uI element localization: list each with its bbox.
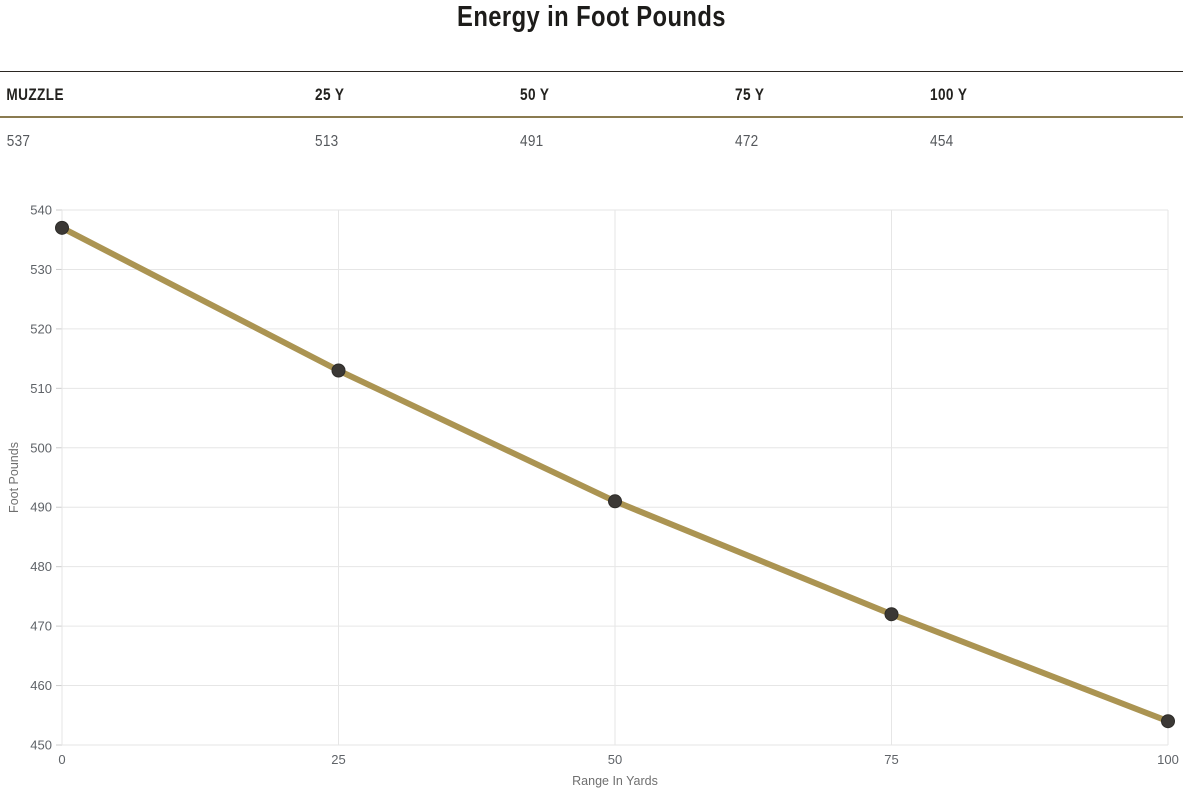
data-point-50y[interactable]: [608, 494, 622, 509]
y-tick-label: 490: [30, 500, 52, 515]
table-value-row: 537 513 491 472 454: [0, 118, 1183, 165]
x-tick-label: 50: [608, 752, 622, 767]
y-tick-label: 460: [30, 678, 52, 693]
data-point-25y[interactable]: [331, 363, 346, 378]
table-value-100y: 454: [930, 133, 954, 150]
y-tick-label: 450: [30, 738, 52, 753]
table-header-75y: 75 Y: [735, 85, 765, 104]
energy-line-chart[interactable]: 450 460 470 480 490 500 510 520 530 540 0 25 50 75 100…: [0, 192, 1183, 792]
table-value-50y: 491: [520, 133, 544, 150]
table-header-100y: 100 Y: [930, 85, 968, 104]
x-tick-label: 25: [331, 752, 345, 767]
y-tick-label: 530: [30, 262, 52, 277]
data-point-100y[interactable]: [1161, 714, 1175, 729]
data-point-0y[interactable]: [55, 220, 69, 235]
y-tick-label: 520: [30, 321, 52, 336]
data-point-75y[interactable]: [884, 607, 899, 622]
y-tick-label: 500: [30, 440, 52, 455]
y-tick-label: 480: [30, 559, 52, 574]
table-value-75y: 472: [735, 133, 759, 150]
table-value-muzzle: 537: [6, 133, 31, 150]
y-tick-label: 510: [30, 381, 52, 396]
x-tick-label: 0: [58, 752, 65, 767]
chart-canvas[interactable]: 450 460 470 480 490 500 510 520 530 540 0 25 50 75 100…: [0, 192, 1183, 792]
x-tick-label: 100: [1157, 752, 1179, 767]
table-header-50y: 50 Y: [520, 85, 550, 104]
table-value-25y: 513: [315, 133, 339, 150]
energy-table: MUZZLE 25 Y 50 Y 75 Y 100 Y 537 513 491 …: [0, 71, 1183, 165]
x-axis-title: Range In Yards: [572, 774, 658, 788]
x-tick-label: 75: [884, 752, 898, 767]
table-header-muzzle: MUZZLE: [6, 85, 64, 104]
y-axis-title: Foot Pounds: [7, 442, 21, 513]
table-header-row: MUZZLE 25 Y 50 Y 75 Y 100 Y: [0, 72, 1183, 118]
y-tick-label: 540: [30, 203, 52, 218]
table-header-25y: 25 Y: [315, 85, 345, 104]
y-tick-label: 470: [30, 619, 52, 634]
page-title: Energy in Foot Pounds: [457, 1, 726, 33]
